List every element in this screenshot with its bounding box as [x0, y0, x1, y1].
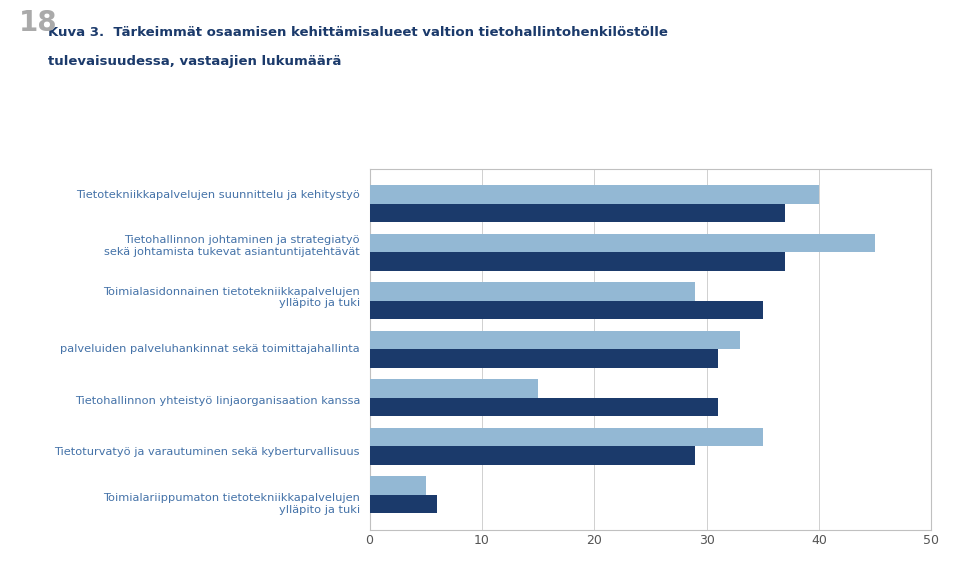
Bar — [370, 282, 695, 301]
Bar — [370, 446, 695, 464]
Bar — [370, 428, 762, 446]
Bar — [370, 331, 740, 349]
Bar — [370, 476, 426, 495]
Bar — [370, 398, 718, 416]
Text: Kuva 3.  Tärkeimmät osaamisen kehittämisalueet valtion tietohallintohenkilöstöll: Kuva 3. Tärkeimmät osaamisen kehittämisa… — [48, 26, 668, 39]
Bar — [370, 379, 538, 398]
Bar — [370, 301, 762, 319]
Text: Tietohallinnon johtaminen ja strategiatyö
sekä johtamista tukevat asiantuntijate: Tietohallinnon johtaminen ja strategiaty… — [105, 235, 360, 257]
Bar — [370, 495, 437, 513]
Text: 18: 18 — [19, 9, 58, 37]
Text: Tietotekniikkapalvelujen suunnittelu ja kehitystyö: Tietotekniikkapalvelujen suunnittelu ja … — [76, 190, 360, 200]
Bar — [370, 185, 819, 204]
Text: Tietohallinnon yhteistyö linjaorganisaation kanssa: Tietohallinnon yhteistyö linjaorganisaat… — [75, 396, 360, 406]
Text: Toimialariippumaton tietotekniikkapalvelujen
ylläpito ja tuki: Toimialariippumaton tietotekniikkapalvel… — [103, 493, 360, 514]
Bar — [370, 349, 718, 368]
Text: Toimialasidonnainen tietotekniikkapalvelujen
ylläpito ja tuki: Toimialasidonnainen tietotekniikkapalvel… — [104, 287, 360, 308]
Text: palveluiden palveluhankinnat sekä toimittajahallinta: palveluiden palveluhankinnat sekä toimit… — [60, 344, 360, 354]
Bar — [370, 204, 785, 222]
Text: Tietoturvatyö ja varautuminen sekä kyberturvallisuus: Tietoturvatyö ja varautuminen sekä kyber… — [55, 448, 360, 457]
Text: tulevaisuudessa, vastaajien lukumäärä: tulevaisuudessa, vastaajien lukumäärä — [48, 55, 342, 68]
Bar — [370, 252, 785, 271]
Bar — [370, 234, 876, 252]
